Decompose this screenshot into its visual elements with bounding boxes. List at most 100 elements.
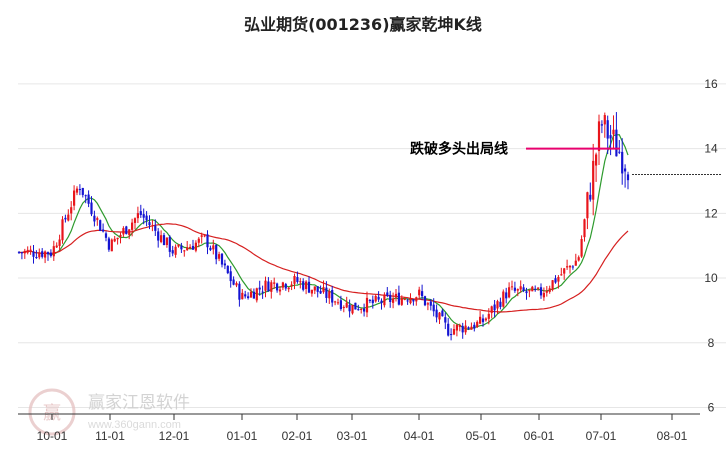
candle-body: [438, 312, 441, 320]
candle-body: [589, 194, 592, 200]
candle-body: [209, 247, 212, 250]
candle-body: [131, 222, 134, 230]
candle-body: [87, 194, 90, 204]
candle-body: [357, 309, 360, 311]
candle-body: [267, 281, 270, 292]
candle-body: [191, 245, 195, 250]
candle-body: [58, 239, 61, 246]
candle-body: [467, 327, 470, 329]
candle-body: [554, 278, 557, 283]
candle-body: [64, 217, 67, 220]
candle-body: [334, 301, 337, 303]
candle-body: [592, 160, 595, 200]
candle-body: [580, 239, 583, 257]
candle-body: [351, 304, 354, 314]
candle-body: [389, 294, 392, 303]
candle-body: [23, 250, 26, 254]
candle-body: [81, 187, 84, 195]
candle-body: [151, 225, 154, 227]
candle-body: [223, 263, 226, 266]
candle-body: [284, 283, 287, 289]
candle-body: [35, 257, 38, 259]
candle-body: [386, 292, 389, 296]
candle-body: [41, 251, 44, 257]
candle-body: [528, 289, 531, 292]
x-tick-label: 08-01: [657, 429, 688, 443]
candle-body: [415, 297, 418, 302]
candle-body: [238, 283, 241, 300]
candle-body: [621, 151, 624, 174]
candle-body: [331, 289, 334, 303]
candle-body: [418, 289, 421, 296]
chart-title: 弘业期货(001236)赢家乾坤K线: [244, 15, 482, 34]
y-tick-label: 10: [704, 271, 718, 285]
candle-body: [392, 298, 395, 303]
candle-body: [493, 304, 496, 311]
candle-body: [522, 287, 525, 291]
candle-body: [583, 219, 586, 238]
annotation-label: 跌破多头出局线: [410, 141, 508, 158]
candle-body: [17, 251, 21, 253]
candle-body: [183, 250, 186, 252]
candle-body: [316, 286, 319, 292]
candle-body: [252, 291, 255, 299]
candle-body: [194, 242, 197, 251]
candle-body: [44, 251, 47, 258]
candle-body: [603, 115, 606, 125]
candle-body: [397, 292, 400, 305]
x-tick-label: 12-01: [159, 429, 190, 443]
candle-body: [513, 287, 516, 291]
candle-body: [502, 291, 505, 307]
candle-body: [157, 231, 160, 241]
candle-body: [174, 246, 177, 255]
candle-body: [273, 282, 276, 284]
candle-body: [400, 297, 403, 305]
candle-body: [548, 288, 551, 292]
candle-body: [49, 252, 52, 256]
candle-body: [55, 245, 58, 248]
candle-body: [171, 250, 174, 254]
watermark-url: www.360gann.com: [87, 419, 181, 431]
candle-body: [75, 188, 79, 193]
candle-body: [73, 190, 76, 206]
candle-body: [67, 214, 70, 221]
candle-body: [365, 297, 369, 313]
candle-body: [452, 329, 456, 335]
x-tick-label: 04-01: [404, 429, 435, 443]
x-tick-label: 06-01: [524, 429, 555, 443]
candle-body: [206, 234, 209, 248]
candle-body: [484, 318, 487, 321]
candle-body: [551, 280, 554, 290]
candle-body: [104, 233, 108, 238]
candle-body: [510, 286, 514, 288]
candle-body: [102, 229, 105, 232]
candle-body: [612, 129, 615, 135]
candle-body: [302, 281, 305, 290]
candle-body: [136, 213, 139, 219]
candle-body: [325, 287, 328, 298]
candle-body: [133, 218, 137, 223]
candle-body: [609, 135, 612, 139]
candle-body: [455, 324, 458, 331]
candle-body: [20, 252, 23, 254]
candle-body: [264, 280, 267, 291]
candle-body: [342, 307, 345, 309]
candle-body: [571, 266, 574, 268]
x-tick-label: 02-01: [282, 429, 313, 443]
candle-body: [255, 288, 258, 301]
candle-body: [409, 298, 412, 304]
candle-body: [380, 300, 383, 304]
candle-body: [441, 310, 444, 317]
candle-body: [563, 268, 566, 274]
candle-body: [122, 228, 125, 235]
candle-body: [180, 245, 183, 250]
candle-body: [220, 253, 224, 265]
candle-body: [276, 283, 279, 291]
candle-body: [270, 282, 273, 292]
candle-body: [545, 290, 548, 293]
candle-body: [473, 324, 476, 329]
candle-body: [307, 281, 311, 293]
candle-body: [444, 317, 447, 323]
y-tick-label: 12: [704, 206, 718, 220]
candle-body: [139, 211, 142, 215]
